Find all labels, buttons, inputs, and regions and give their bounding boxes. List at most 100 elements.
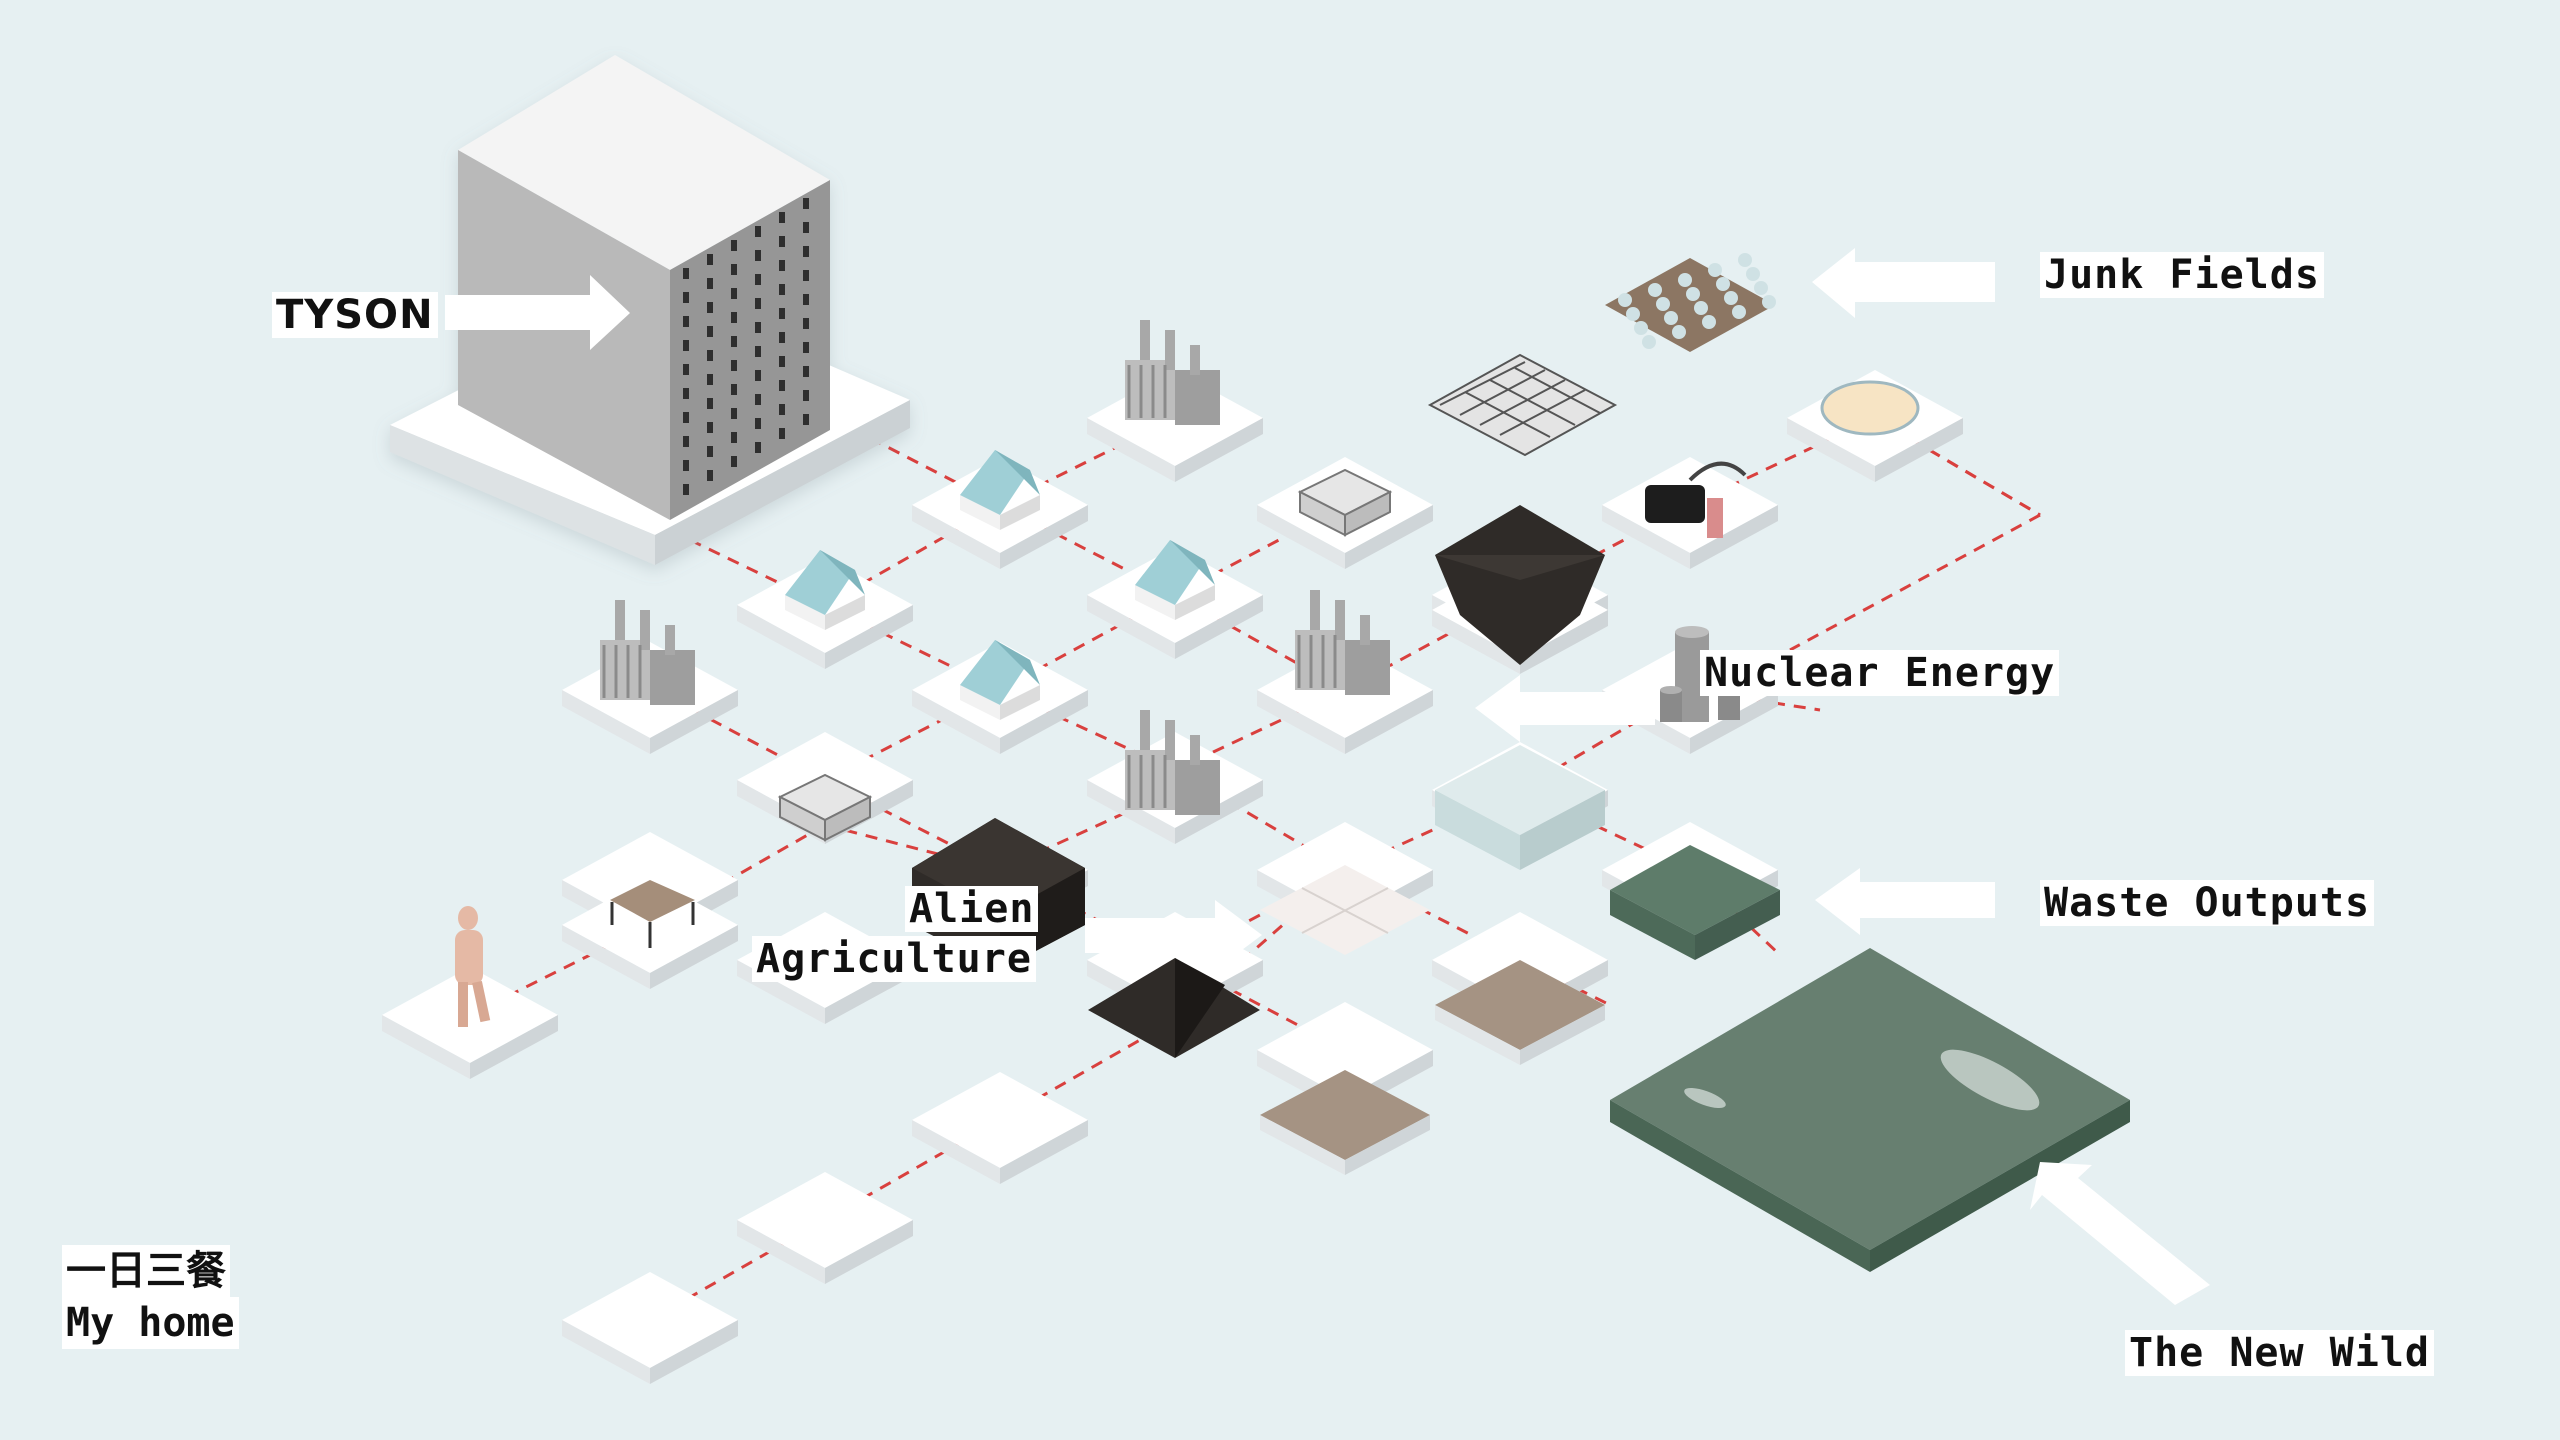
- tower-window: [731, 264, 737, 275]
- tower-window: [731, 432, 737, 443]
- tower-window: [731, 288, 737, 299]
- tower-window: [731, 312, 737, 323]
- greenhouse-2: [1135, 540, 1215, 620]
- junk-item: [1656, 297, 1670, 311]
- factory-0: [1125, 320, 1220, 425]
- junk-item: [1648, 283, 1662, 297]
- farm-rack-0: [1297, 468, 1393, 537]
- junk-item: [1686, 287, 1700, 301]
- greenhouse-1: [785, 550, 865, 630]
- junk-item: [1702, 315, 1716, 329]
- soil-tile-0: [1435, 960, 1605, 1065]
- tower-window: [755, 322, 761, 333]
- tower-window: [803, 390, 809, 401]
- caption-english: My home: [62, 1297, 239, 1349]
- new-wild-pool: [1610, 948, 2130, 1272]
- soil-tiles: [1260, 960, 1605, 1175]
- tower-window: [731, 384, 737, 395]
- tower-window: [803, 414, 809, 425]
- tower-window: [707, 302, 713, 313]
- tower-window: [707, 350, 713, 361]
- tower-window: [779, 236, 785, 247]
- junk-item: [1678, 273, 1692, 287]
- tower-window: [755, 226, 761, 237]
- tower-window: [731, 456, 737, 467]
- petri-dish: [1820, 380, 1920, 436]
- factories: [600, 320, 1390, 815]
- tower-window: [779, 404, 785, 415]
- label-the-new-wild: The New Wild: [2125, 1330, 2434, 1376]
- junk-item: [1724, 291, 1738, 305]
- junk-item: [1754, 281, 1768, 295]
- tower-window: [755, 418, 761, 429]
- tower-window: [707, 254, 713, 265]
- tower-window: [803, 342, 809, 353]
- greenhouses: [785, 450, 1215, 720]
- tower-window: [707, 446, 713, 457]
- tower-window: [755, 346, 761, 357]
- label-nuclear-energy: Nuclear Energy: [1700, 650, 2060, 696]
- dark-pile-center: [1435, 505, 1605, 665]
- waste-pool-small: [1610, 845, 1780, 960]
- person-figure: [455, 906, 491, 1027]
- tower-window: [683, 388, 689, 399]
- waste-outputs-arrow: [1815, 868, 1995, 935]
- tower-window: [683, 292, 689, 303]
- tower-window: [707, 398, 713, 409]
- label-alien-line2: Agriculture: [752, 936, 1036, 982]
- arrows: [445, 248, 2210, 1305]
- junk-item: [1762, 295, 1776, 309]
- tower-window: [683, 484, 689, 495]
- junk-fields-arrow: [1812, 248, 1995, 318]
- tower-window: [803, 294, 809, 305]
- junk-item: [1618, 293, 1632, 307]
- junk-item: [1634, 321, 1648, 335]
- tower-window: [803, 198, 809, 209]
- label-alien-line1: Alien: [905, 886, 1039, 932]
- tower-window: [755, 274, 761, 285]
- tower-window: [683, 436, 689, 447]
- junk-item: [1672, 325, 1686, 339]
- mesh-dome: [1427, 353, 1618, 457]
- tower-window: [779, 332, 785, 343]
- dark-tent: [1088, 958, 1260, 1058]
- junk-field: [1605, 253, 1776, 352]
- tile-25: [737, 1172, 913, 1284]
- tower-window: [755, 250, 761, 261]
- tower-window: [683, 340, 689, 351]
- label-waste-outputs: Waste Outputs: [2040, 880, 2375, 926]
- tower-window: [707, 374, 713, 385]
- tower-window: [683, 364, 689, 375]
- factory-1: [600, 600, 695, 705]
- tile-22: [382, 967, 558, 1079]
- tyson-arrow: [445, 275, 630, 350]
- caption-chinese: 一日三餐: [62, 1245, 230, 1297]
- tower-window: [731, 408, 737, 419]
- junk-item: [1642, 335, 1656, 349]
- factory-2: [1295, 590, 1390, 695]
- tower-window: [779, 212, 785, 223]
- tile-24: [912, 1072, 1088, 1184]
- alien-agriculture-arrow: [1085, 900, 1262, 970]
- tower-window: [803, 366, 809, 377]
- table: [610, 880, 695, 948]
- tile-26: [562, 1272, 738, 1384]
- tower-window: [683, 460, 689, 471]
- tower-window: [803, 270, 809, 281]
- tower-window: [683, 412, 689, 423]
- tower-window: [707, 470, 713, 481]
- nuclear-energy-arrow: [1475, 675, 1655, 742]
- label-tyson: TYSON: [272, 292, 438, 338]
- tower-window: [755, 394, 761, 405]
- tower-window: [731, 240, 737, 251]
- tyson-tower: [390, 55, 910, 565]
- farm-rack-1: [777, 773, 873, 842]
- tower-window: [779, 284, 785, 295]
- tower-window: [779, 308, 785, 319]
- tower-window: [779, 380, 785, 391]
- vr-device: [1645, 461, 1747, 538]
- tower-window: [779, 428, 785, 439]
- pale-grid-tile: [1260, 865, 1430, 955]
